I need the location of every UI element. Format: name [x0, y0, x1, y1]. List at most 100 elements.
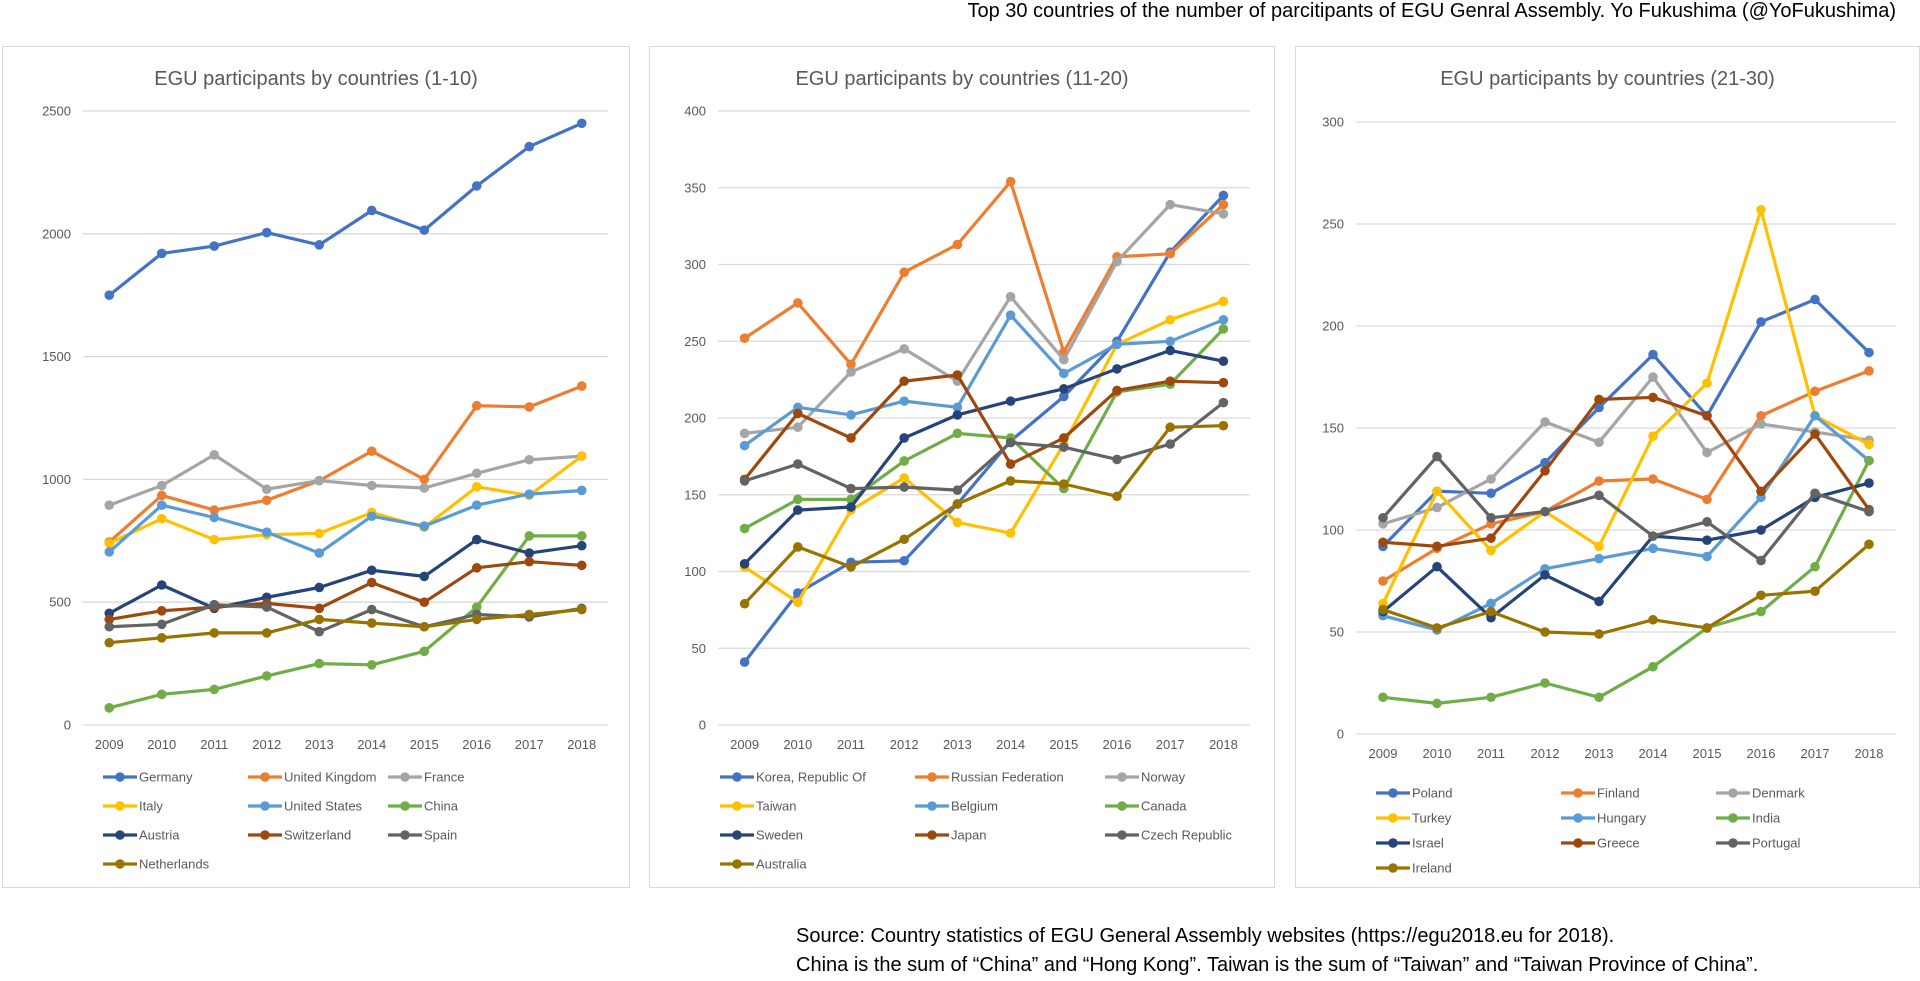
- data-point: [952, 402, 963, 413]
- data-point: [1594, 394, 1604, 405]
- data-point: [104, 703, 115, 713]
- data-point: [739, 523, 750, 534]
- y-tick-label: 0: [64, 718, 71, 733]
- data-point: [366, 205, 377, 216]
- data-point: [1810, 561, 1820, 572]
- data-point: [1165, 314, 1175, 325]
- x-tick-label: 2016: [1747, 746, 1776, 761]
- data-point: [1540, 570, 1550, 580]
- legend-item: Ireland: [1376, 861, 1452, 876]
- data-point: [1756, 419, 1766, 429]
- data-point: [793, 542, 803, 552]
- data-point: [1702, 494, 1712, 505]
- series-line: [743, 313, 1224, 447]
- y-tick-label: 0: [1337, 727, 1344, 742]
- data-point: [1594, 437, 1604, 448]
- data-point: [314, 548, 325, 558]
- data-point: [1594, 596, 1604, 607]
- data-point: [739, 559, 750, 569]
- x-tick-label: 2011: [1477, 746, 1505, 761]
- data-point: [1594, 541, 1604, 552]
- legend-item: Switzerland: [248, 828, 351, 843]
- x-tick-label: 2011: [837, 737, 865, 752]
- data-point: [314, 528, 325, 539]
- data-point: [576, 485, 587, 496]
- data-point: [1702, 410, 1712, 421]
- series-czech-republic: [739, 397, 1229, 495]
- data-point: [1486, 598, 1496, 609]
- legend-item: Finland: [1561, 786, 1640, 801]
- data-point: [1112, 339, 1122, 350]
- legend-item: Austria: [103, 828, 180, 843]
- legend-label: France: [424, 770, 464, 785]
- data-point: [524, 489, 535, 499]
- legend-marker: [1388, 788, 1398, 798]
- series-line: [108, 121, 583, 297]
- data-point: [366, 577, 377, 588]
- series-spain: [104, 599, 587, 637]
- data-point: [1378, 604, 1388, 615]
- series-australia: [739, 420, 1229, 609]
- data-point: [1702, 535, 1712, 545]
- legend-marker: [1388, 838, 1398, 848]
- series-turkey: [1378, 204, 1874, 609]
- x-tick-label: 2012: [252, 737, 281, 752]
- data-point: [471, 481, 482, 492]
- legend-marker: [115, 859, 125, 869]
- data-point: [1756, 555, 1766, 566]
- data-point: [739, 598, 750, 609]
- data-point: [471, 181, 482, 191]
- legend-item: United Kingdom: [248, 770, 377, 785]
- data-point: [104, 621, 115, 632]
- data-point: [1702, 447, 1712, 458]
- data-point: [1005, 291, 1016, 302]
- legend: Poland Finland Denmark Turkey Hungary India Is…: [1376, 786, 1805, 876]
- x-tick-label: 2015: [1693, 746, 1722, 761]
- data-point: [261, 227, 272, 238]
- legend-label: China: [424, 799, 459, 814]
- data-point: [1648, 531, 1658, 541]
- legend-label: United Kingdom: [284, 770, 377, 785]
- legend-marker: [1728, 788, 1738, 798]
- legend-marker: [1117, 830, 1127, 840]
- legend: Germany United Kingdom France Italy United S…: [103, 770, 464, 872]
- data-point: [899, 456, 909, 466]
- data-point: [209, 241, 220, 251]
- legend-label: Taiwan: [756, 799, 796, 814]
- data-point: [1432, 451, 1442, 462]
- data-point: [1165, 345, 1175, 356]
- data-point: [209, 628, 220, 638]
- data-point: [899, 376, 909, 386]
- data-point: [104, 637, 115, 648]
- data-point: [104, 538, 115, 549]
- data-point: [1648, 614, 1658, 625]
- data-point: [314, 658, 325, 669]
- figure-header: Top 30 countries of the number of parcit…: [967, 0, 1896, 22]
- legend-marker: [1573, 788, 1583, 798]
- data-point: [366, 660, 377, 670]
- x-tick-label: 2017: [515, 737, 544, 752]
- legend-item: Spain: [388, 828, 457, 843]
- x-tick-label: 2011: [200, 737, 228, 752]
- data-point: [366, 511, 377, 522]
- data-point: [1648, 661, 1658, 672]
- series-line: [1381, 481, 1870, 620]
- y-tick-label: 200: [1322, 319, 1344, 334]
- legend-marker: [260, 830, 270, 840]
- series-line: [743, 327, 1225, 530]
- data-point: [846, 359, 856, 370]
- x-tick-label: 2009: [730, 737, 759, 752]
- legend-marker: [115, 801, 125, 811]
- data-point: [846, 410, 856, 420]
- series-line: [1382, 369, 1870, 583]
- data-point: [1810, 386, 1820, 397]
- data-point: [1432, 541, 1442, 552]
- data-point: [1864, 478, 1874, 488]
- data-point: [1112, 491, 1122, 502]
- data-point: [1756, 317, 1766, 327]
- legend-marker: [400, 830, 410, 840]
- data-point: [209, 534, 220, 545]
- data-point: [156, 605, 167, 616]
- legend-label: Poland: [1412, 786, 1452, 801]
- data-point: [471, 534, 482, 545]
